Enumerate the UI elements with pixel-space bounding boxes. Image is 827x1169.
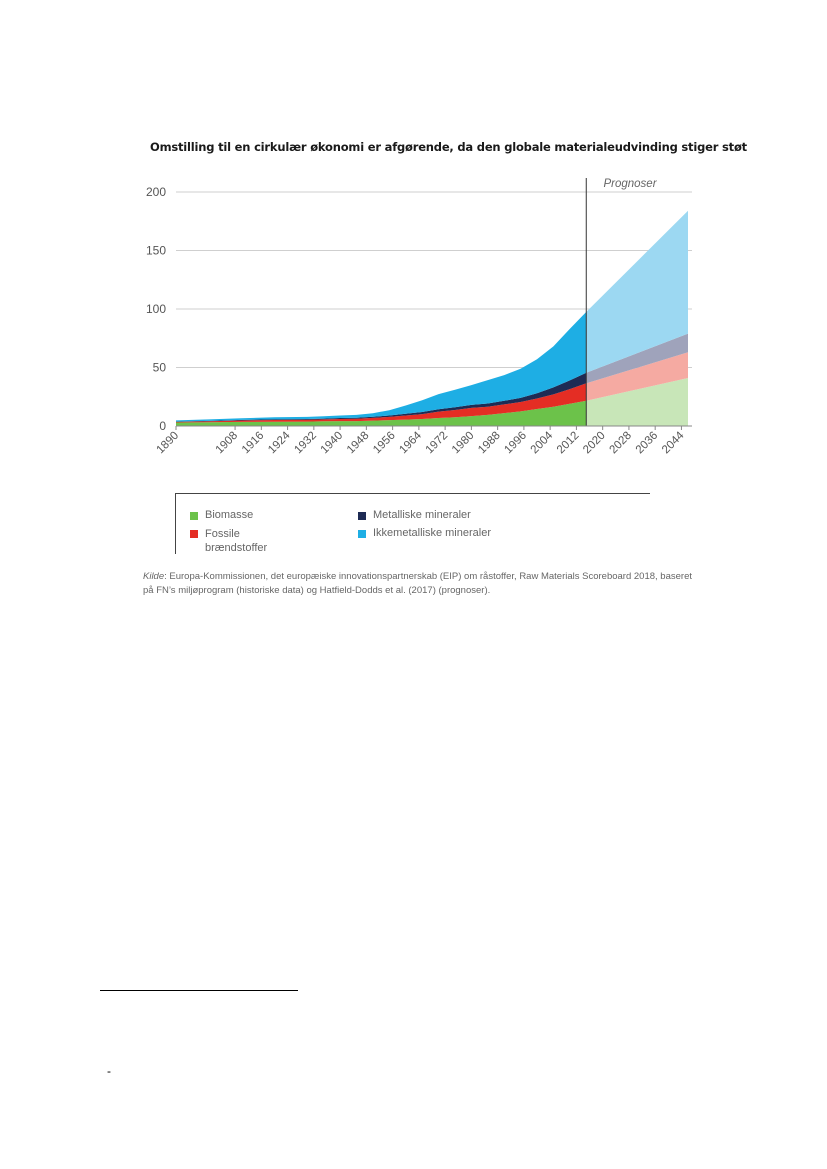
x-tick-label: 1908 <box>214 430 241 457</box>
x-tick-label: 1916 <box>240 430 267 457</box>
legend-label: Metalliske mineraler <box>373 509 471 521</box>
y-tick-label: 200 <box>146 185 166 199</box>
source-label: Kilde <box>143 571 165 582</box>
chart-title: Omstilling til en cirkulær økonomi er af… <box>150 140 747 154</box>
y-tick-label: 150 <box>146 244 166 258</box>
chart-canvas: 0 50 100 150 200 Prognoser 1890 1908 1916 1924 193… <box>146 178 692 457</box>
legend-item-metalliske: Metalliske mineraler <box>358 509 471 521</box>
legend-label: Fossile brændstoffer <box>205 528 268 554</box>
x-tick-label: 1996 <box>502 430 529 457</box>
y-tick-label: 50 <box>153 361 167 375</box>
y-tick-label: 0 <box>159 419 166 433</box>
x-tick-label: 2012 <box>555 430 582 457</box>
legend-swatch-biomasse <box>190 512 198 520</box>
forecast-label: Prognoser <box>603 178 657 190</box>
legend-swatch-fossile <box>190 530 198 538</box>
legend: Biomasse Fossile brændstoffer Metalliske… <box>175 493 650 554</box>
x-tick-label: 2004 <box>529 429 556 456</box>
source-note: Kilde: Europa-Kommissionen, det europæis… <box>143 570 703 597</box>
x-tick-label: 1988 <box>476 430 503 457</box>
x-tick-label: 1964 <box>397 429 424 456</box>
x-tick-label: 2028 <box>607 430 634 457</box>
legend-swatch-ikkemetalliske <box>358 530 366 538</box>
footnote-marker: - <box>107 1064 111 1078</box>
x-tick-label: 1940 <box>319 430 346 457</box>
legend-item-ikkemetalliske: Ikkemetalliske mineraler <box>358 527 491 539</box>
x-tick-label: 1948 <box>345 430 372 457</box>
source-text: : Europa-Kommissionen, det europæiske in… <box>143 571 692 596</box>
stacked-areas <box>176 210 688 426</box>
x-tick-label: 1924 <box>266 429 293 456</box>
area-series-1 <box>176 383 587 423</box>
legend-item-biomasse: Biomasse <box>190 509 253 521</box>
area-forecast-series-2 <box>586 333 688 384</box>
area-forecast-series-0 <box>586 378 688 426</box>
area-forecast-series-1 <box>586 352 688 401</box>
x-tick-label: 1932 <box>292 430 319 457</box>
area-forecast-series-3 <box>586 210 688 373</box>
x-tick-label: 1972 <box>424 430 451 457</box>
x-tick-label: 2044 <box>660 429 687 456</box>
area-series-3 <box>176 311 587 422</box>
legend-item-fossile: Fossile brændstoffer <box>190 527 285 555</box>
x-tick-label: 1956 <box>371 430 398 457</box>
x-tick-label: 2020 <box>581 430 608 457</box>
x-tick-label: 1890 <box>155 430 182 457</box>
area-series-0 <box>176 400 587 426</box>
x-tick-label: 2036 <box>634 430 661 457</box>
y-tick-label: 100 <box>146 302 166 316</box>
footnote-separator <box>100 990 298 991</box>
legend-swatch-metalliske <box>358 512 366 520</box>
legend-label: Ikkemetalliske mineraler <box>373 527 491 539</box>
legend-label: Biomasse <box>205 509 254 521</box>
x-tick-label: 1980 <box>450 430 477 457</box>
